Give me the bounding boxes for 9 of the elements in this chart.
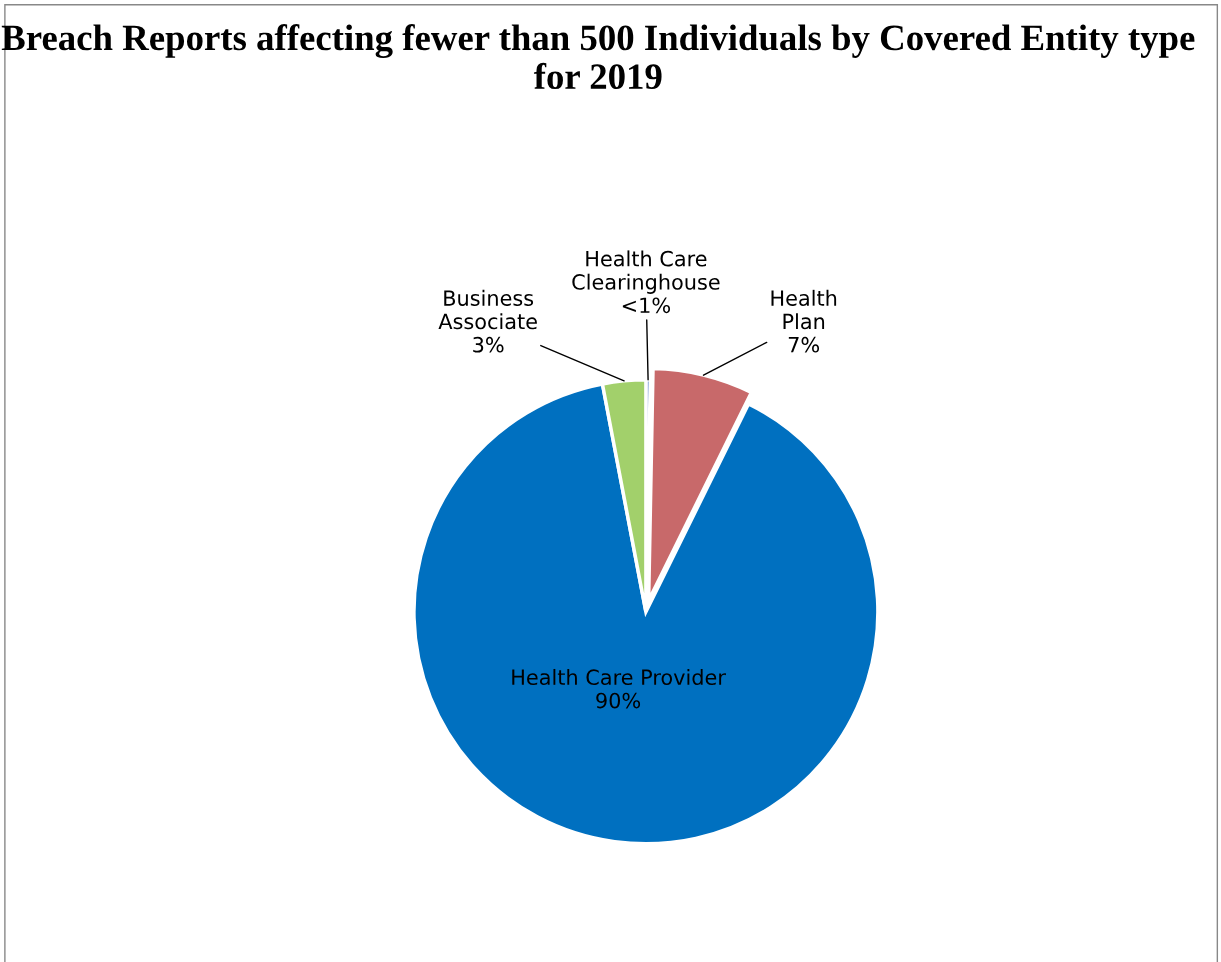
slice-label: Health Plan <box>771 289 837 330</box>
slice-label: Health Care Clearinghouse <box>572 250 720 294</box>
slice-label: Business Associate <box>438 289 537 330</box>
data-label: 3% <box>473 336 504 353</box>
data-label: 7% <box>788 336 820 353</box>
data-label: 90% <box>596 692 641 709</box>
slice-label: Health Care Provider <box>512 668 726 686</box>
data-label: <1% <box>622 297 671 314</box>
chart-title: Breach Reports affecting fewer than 500 Individuals by Covered Entity type for 2019 <box>1 24 1195 90</box>
